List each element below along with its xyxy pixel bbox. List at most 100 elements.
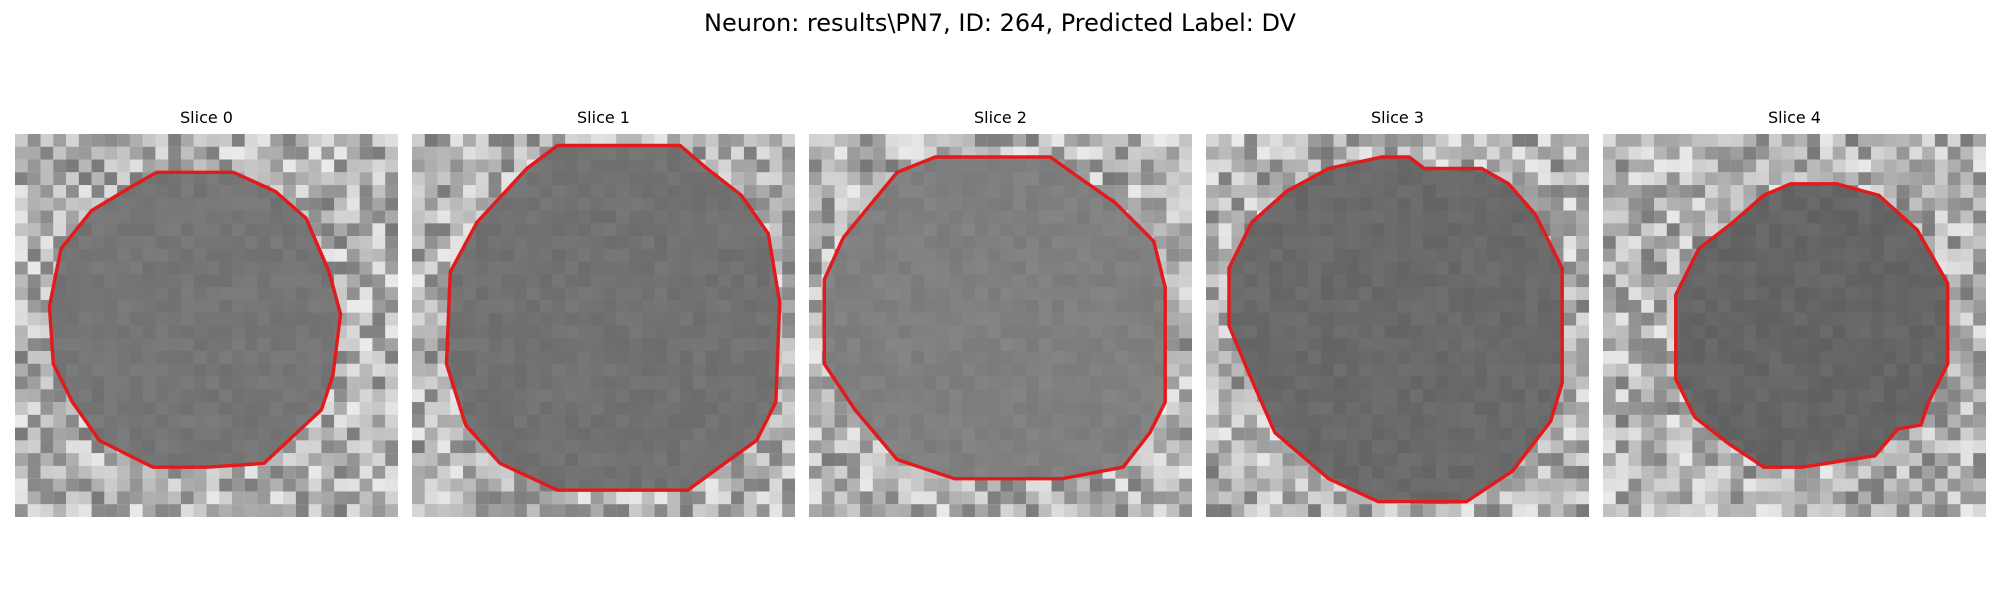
texture-pixel <box>53 414 67 428</box>
texture-pixel <box>321 465 335 479</box>
texture-pixel <box>809 465 822 479</box>
texture-pixel <box>923 504 937 517</box>
texture-pixel <box>168 465 181 479</box>
texture-pixel <box>463 172 476 186</box>
texture-pixel <box>1832 134 1846 147</box>
texture-pixel <box>1934 185 1948 198</box>
texture-pixel <box>1973 338 1986 352</box>
texture-pixel <box>1922 210 1935 224</box>
texture-pixel <box>437 274 451 288</box>
texture-pixel <box>1218 440 1232 454</box>
texture-pixel <box>1474 504 1487 517</box>
texture-pixel <box>295 197 309 211</box>
texture-pixel <box>1179 389 1192 403</box>
texture-pixel <box>1295 465 1309 479</box>
texture-pixel <box>1576 197 1589 211</box>
texture-pixel <box>809 159 822 173</box>
texture-pixel <box>1576 248 1589 262</box>
texture-pixel <box>705 146 719 160</box>
texture-pixel <box>641 134 655 147</box>
texture-pixel <box>1820 504 1833 517</box>
texture-pixel <box>756 159 770 173</box>
texture-pixel <box>501 159 515 173</box>
texture-pixel <box>756 491 770 505</box>
texture-pixel <box>949 478 963 492</box>
texture-pixel <box>1960 491 1974 505</box>
texture-pixel <box>385 299 398 313</box>
texture-pixel <box>847 197 861 211</box>
texture-pixel <box>782 146 795 160</box>
texture-pixel <box>1615 325 1629 339</box>
texture-pixel <box>1896 185 1910 198</box>
texture-pixel <box>437 172 451 186</box>
texture-pixel <box>1666 478 1680 492</box>
texture-pixel <box>1206 427 1219 441</box>
texture-pixel <box>1537 185 1551 198</box>
texture-pixel <box>782 414 795 428</box>
texture-pixel <box>1666 197 1680 211</box>
texture-pixel <box>692 491 706 505</box>
texture-pixel <box>1537 504 1551 517</box>
texture-pixel <box>809 185 822 198</box>
texture-pixel <box>743 134 757 147</box>
texture-pixel <box>1537 491 1551 505</box>
texture-pixel <box>1448 146 1462 160</box>
texture-pixel <box>15 427 28 441</box>
texture-pixel <box>1115 134 1129 147</box>
texture-pixel <box>412 172 425 186</box>
texture-pixel <box>66 504 79 517</box>
texture-pixel <box>308 440 322 454</box>
texture-pixel <box>1628 338 1642 352</box>
texture-pixel <box>53 504 67 517</box>
texture-pixel <box>1807 172 1821 186</box>
texture-pixel <box>1153 185 1167 198</box>
texture-pixel <box>40 172 54 186</box>
texture-pixel <box>168 491 181 505</box>
texture-pixel <box>1896 427 1910 441</box>
texture-pixel <box>769 197 783 211</box>
texture-pixel <box>1641 146 1655 160</box>
texture-pixel <box>142 478 156 492</box>
texture-pixel <box>270 491 284 505</box>
texture-pixel <box>1947 363 1961 377</box>
texture-pixel <box>1140 210 1154 224</box>
texture-pixel <box>1730 159 1744 173</box>
texture-pixel <box>1641 427 1655 441</box>
texture-pixel <box>756 197 770 211</box>
texture-pixel <box>91 172 105 186</box>
texture-pixel <box>1909 465 1923 479</box>
texture-pixel <box>962 134 975 147</box>
texture-pixel <box>1615 465 1629 479</box>
texture-pixel <box>53 389 67 403</box>
texture-pixel <box>40 491 54 505</box>
texture-pixel <box>1486 134 1500 147</box>
texture-pixel <box>424 427 438 441</box>
texture-pixel <box>782 363 795 377</box>
texture-pixel <box>501 146 515 160</box>
texture-pixel <box>270 159 284 173</box>
texture-pixel <box>488 159 502 173</box>
texture-pixel <box>385 338 398 352</box>
texture-pixel <box>1179 325 1192 339</box>
texture-pixel <box>834 210 848 224</box>
texture-pixel <box>450 453 464 466</box>
texture-pixel <box>283 146 296 160</box>
texture-pixel <box>872 465 886 479</box>
texture-pixel <box>1641 134 1655 147</box>
texture-pixel <box>1934 236 1948 249</box>
texture-pixel <box>15 491 28 505</box>
texture-pixel <box>1206 248 1219 262</box>
texture-pixel <box>1768 478 1782 492</box>
texture-pixel <box>1102 146 1116 160</box>
texture-pixel <box>129 159 143 173</box>
texture-pixel <box>283 465 296 479</box>
texture-pixel <box>1166 223 1180 237</box>
texture-pixel <box>1115 159 1129 173</box>
texture-pixel <box>1295 491 1309 505</box>
texture-pixel <box>321 427 335 441</box>
texture-pixel <box>1218 338 1232 352</box>
texture-pixel <box>53 478 67 492</box>
texture-pixel <box>1896 440 1910 454</box>
texture-pixel <box>1756 478 1769 492</box>
texture-pixel <box>1666 440 1680 454</box>
